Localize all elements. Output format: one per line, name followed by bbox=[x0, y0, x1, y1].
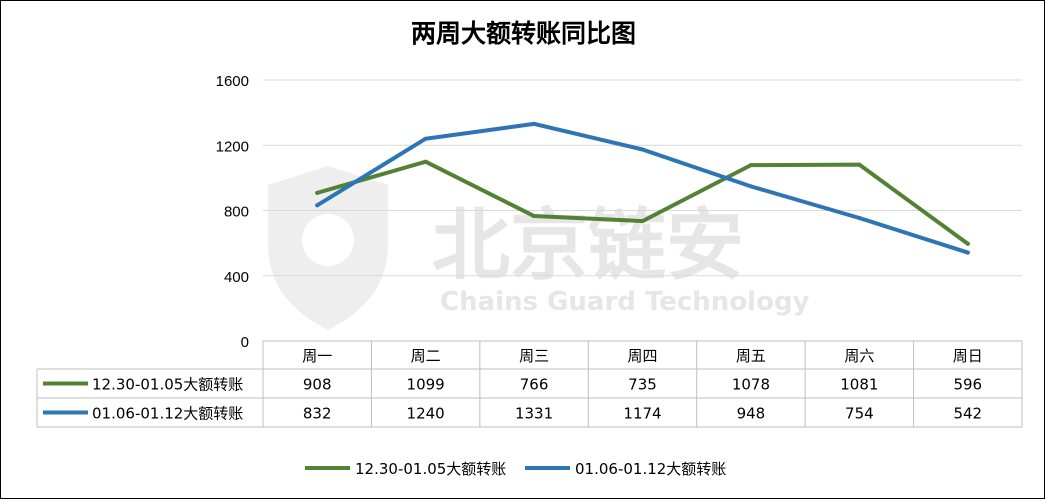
data-point bbox=[315, 203, 320, 208]
data-point bbox=[857, 216, 862, 221]
x-category-label: 周二 bbox=[411, 347, 441, 365]
data-point bbox=[423, 136, 428, 141]
data-table: 周一 周二 周三 周四 周五 周六 周日 12.30-01.05大额转账 908 1099 766 7… bbox=[36, 340, 1023, 428]
table-cell-value: 948 bbox=[737, 405, 766, 423]
data-point bbox=[748, 163, 753, 168]
y-tick-label: 1600 bbox=[216, 73, 249, 90]
watermark-shield-inner-icon bbox=[302, 214, 354, 266]
table-cell-value: 832 bbox=[303, 405, 332, 423]
data-point bbox=[965, 250, 970, 255]
chart-title: 两周大额转账同比图 bbox=[410, 19, 636, 48]
watermark-subtext: Chains Guard Technology bbox=[440, 287, 810, 317]
data-point bbox=[315, 190, 320, 195]
table-series-name: 12.30-01.05大额转账 bbox=[92, 376, 243, 394]
table-cell-value: 766 bbox=[520, 376, 549, 394]
watermark-text: 北京链安 bbox=[432, 201, 744, 291]
x-category-label: 周六 bbox=[844, 347, 874, 365]
legend-label: 01.06-01.12大额转账 bbox=[575, 460, 726, 478]
grid-layer bbox=[263, 79, 1022, 277]
data-point bbox=[423, 159, 428, 164]
legend-label: 12.30-01.05大额转账 bbox=[355, 460, 506, 478]
y-tick-label: 800 bbox=[224, 204, 249, 221]
data-point bbox=[532, 121, 537, 126]
table-cell-value: 735 bbox=[628, 376, 657, 394]
table-cell-value: 1174 bbox=[623, 405, 661, 423]
x-category-label: 周四 bbox=[627, 347, 657, 365]
legend: 12.30-01.05大额转账 01.06-01.12大额转账 bbox=[305, 460, 726, 478]
table-cell-value: 1099 bbox=[407, 376, 445, 394]
x-category-label: 周日 bbox=[953, 347, 983, 365]
data-point bbox=[532, 214, 537, 219]
table-cell-value: 1078 bbox=[732, 376, 770, 394]
data-point bbox=[640, 147, 645, 152]
data-point bbox=[857, 162, 862, 167]
y-tick-label: 0 bbox=[241, 334, 249, 351]
table-cell-value: 1331 bbox=[515, 405, 553, 423]
y-tick-label: 400 bbox=[224, 269, 249, 286]
watermark: 北京链安 Chains Guard Technology bbox=[268, 166, 810, 330]
y-tick-label: 1200 bbox=[216, 138, 249, 155]
y-axis-ticks: 0 400 800 1200 1600 bbox=[216, 73, 249, 351]
table-cell-value: 1081 bbox=[840, 376, 878, 394]
table-cell-value: 542 bbox=[953, 405, 982, 423]
table-series-name: 01.06-01.12大额转账 bbox=[92, 405, 243, 423]
table-cell-value: 908 bbox=[303, 376, 332, 394]
table-cell-value: 1240 bbox=[407, 405, 445, 423]
data-point bbox=[640, 219, 645, 224]
data-point bbox=[748, 184, 753, 189]
series-layer bbox=[315, 121, 970, 255]
data-point bbox=[965, 241, 970, 246]
x-category-label: 周五 bbox=[736, 347, 766, 365]
table-cell-value: 754 bbox=[845, 405, 874, 423]
x-category-label: 周三 bbox=[519, 347, 549, 365]
x-category-label: 周一 bbox=[302, 347, 332, 365]
table-cell-value: 596 bbox=[953, 376, 982, 394]
